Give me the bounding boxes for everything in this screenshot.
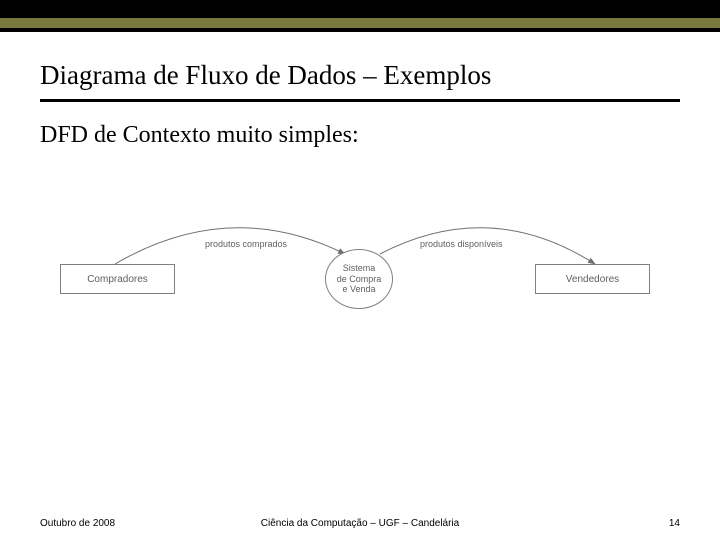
node-sistema-label: Sistemade Comprae Venda: [337, 263, 382, 295]
content-area: Diagrama de Fluxo de Dados – Exemplos DF…: [0, 32, 720, 329]
node-vendedores: Vendedores: [535, 264, 650, 294]
footer-course: Ciência da Computação – UGF – Candelária: [261, 518, 459, 529]
title-underline: [40, 99, 680, 102]
node-compradores: Compradores: [60, 264, 175, 294]
edge-label-1: produtos comprados: [205, 239, 287, 249]
header-bar-1: [0, 0, 720, 18]
page-title: Diagrama de Fluxo de Dados – Exemplos: [40, 60, 680, 91]
header-bar-3: [0, 28, 720, 32]
header-bar-2: [0, 18, 720, 28]
node-vendedores-label: Vendedores: [566, 274, 619, 285]
node-compradores-label: Compradores: [87, 274, 148, 285]
footer-date: Outubro de 2008: [40, 518, 115, 529]
header-bars: [0, 0, 720, 32]
page-subtitle: DFD de Contexto muito simples:: [40, 122, 680, 149]
node-sistema: Sistemade Comprae Venda: [325, 249, 393, 309]
footer-page: 14: [669, 518, 680, 529]
edge-label-2: produtos disponíveis: [420, 239, 503, 249]
dfd-diagram: Compradores Sistemade Comprae Venda Vend…: [50, 209, 670, 329]
